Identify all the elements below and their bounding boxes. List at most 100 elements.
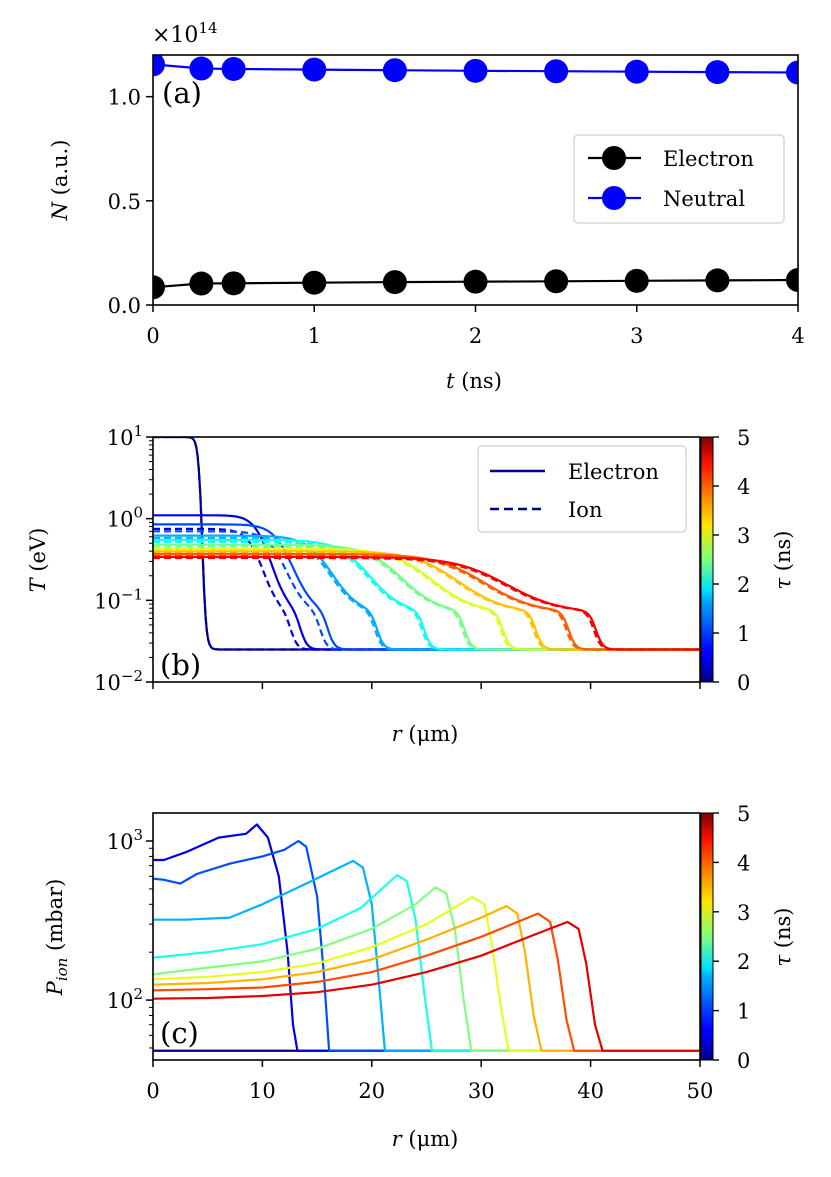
series-pressure-tau-1.5 — [153, 859, 700, 1052]
colorbar-tick-label: 2 — [737, 950, 750, 974]
legend-electron-label: Electron — [568, 460, 659, 484]
panel-b-colorbar-label: τ (ns) — [771, 531, 795, 590]
x-tick-label: 2 — [469, 324, 482, 348]
x-tick-label: 40 — [577, 1079, 604, 1103]
data-point-neutral — [624, 59, 649, 84]
panel-b-ticks: 101 100 10−1 10−2 — [94, 422, 701, 695]
data-point-neutral — [189, 56, 214, 81]
colorbar-tick-label: 1 — [737, 1000, 750, 1024]
series-pressure-tau-3.5 — [153, 904, 700, 1052]
y-tick-label: 0.5 — [108, 190, 141, 214]
series-pressure-tau-4.5 — [153, 920, 700, 1052]
series-line-electron — [153, 278, 798, 289]
colorbar-tick-label: 5 — [737, 802, 750, 826]
data-point-electron — [221, 271, 246, 296]
panel-c-ylabel: Pion (mbar) — [43, 879, 71, 997]
colorbar-tick-label: 0 — [737, 671, 750, 695]
colorbar-tick-label: 2 — [737, 573, 750, 597]
colorbar-tick-label: 5 — [737, 426, 750, 450]
panel-a-xlabel: t (ns) — [446, 369, 502, 393]
panel-c-xlabel: r (μm) — [392, 1127, 459, 1151]
series-ion-tau-4.5 — [153, 556, 700, 651]
panel-a-ticks: 0 1 2 3 4 0.0 0.5 1.0 — [108, 86, 805, 348]
panel-a-plot-area — [153, 55, 798, 300]
panel-a-offset-text: ×1014 — [152, 19, 218, 48]
panel-b: 101 100 10−1 10−2 (b) r (μm) T (eV) Electro… — [26, 422, 795, 746]
panel-a: 0 1 2 3 4 0.0 0.5 1.0 ×1014 (a) t (ns) N (a.u.)… — [48, 19, 805, 393]
panel-c-colorbar-label: τ (ns) — [771, 908, 795, 967]
panel-b-legend: Electron Ion — [477, 445, 687, 533]
legend-electron-marker — [602, 146, 626, 170]
panel-b-label: (b) — [160, 648, 201, 682]
x-tick-label: 3 — [630, 324, 643, 348]
x-tick-label: 4 — [791, 324, 804, 348]
colorbar-tick-label: 0 — [737, 1049, 750, 1073]
data-point-neutral — [221, 56, 246, 81]
x-tick-label: 10 — [249, 1079, 276, 1103]
y-tick-label: 100 — [107, 504, 143, 532]
panel-b-ylabel: T (eV) — [26, 528, 50, 593]
data-point-neutral — [786, 60, 798, 85]
data-point-neutral — [705, 60, 730, 85]
panel-c-frame — [152, 812, 701, 1061]
y-tick-label: 1.0 — [108, 86, 141, 110]
legend-ion-label: Ion — [568, 498, 602, 522]
legend-electron-label: Electron — [663, 147, 754, 171]
y-tick-label: 10−2 — [94, 667, 143, 695]
x-tick-label: 0 — [146, 324, 159, 348]
panel-b-colorbar-ticks: 0 1 2 3 4 5 — [713, 426, 750, 695]
data-point-electron — [382, 270, 407, 295]
panel-c-ticks: 0 10 20 30 40 50 103 102 — [107, 826, 714, 1103]
series-electron-tau-1 — [153, 523, 700, 651]
x-tick-label: 50 — [687, 1079, 714, 1103]
colorbar-tick-label: 4 — [737, 851, 750, 875]
data-point-electron — [189, 271, 214, 296]
colorbar-tick-label: 3 — [737, 524, 750, 548]
colorbar-tick-label: 3 — [737, 901, 750, 925]
panel-b-plot-area — [153, 437, 700, 651]
y-tick-label: 102 — [107, 985, 143, 1013]
data-point-neutral — [544, 59, 569, 84]
data-point-electron — [705, 268, 730, 293]
data-point-neutral — [382, 58, 407, 83]
data-point-neutral — [463, 58, 488, 83]
x-tick-label: 0 — [146, 1079, 159, 1103]
data-point-electron — [786, 268, 798, 292]
panel-c-label: (c) — [160, 1016, 199, 1050]
panel-c-plot-area — [153, 823, 700, 1052]
y-tick-label: 0.0 — [108, 294, 141, 318]
data-point-electron — [624, 268, 649, 293]
data-point-electron — [463, 269, 488, 294]
series-pressure-tau-0.5 — [153, 823, 700, 1052]
data-point-electron — [544, 269, 569, 294]
series-line-neutral — [153, 63, 798, 74]
series-pressure-tau-2.5 — [153, 886, 700, 1052]
panel-b-frame — [152, 436, 701, 683]
series-pressure-tau-3 — [153, 895, 700, 1052]
legend-neutral-label: Neutral — [663, 187, 745, 211]
data-point-electron — [302, 270, 327, 295]
panel-a-legend: Electron Neutral — [573, 134, 785, 224]
panel-c-colorbar — [700, 812, 714, 1061]
data-point-neutral — [153, 55, 165, 77]
series-ion-tau-3 — [153, 548, 700, 651]
series-pressure-tau-2 — [153, 874, 700, 1052]
panel-a-label: (a) — [162, 76, 202, 110]
data-point-electron — [153, 275, 165, 300]
panel-b-xlabel: r (μm) — [392, 722, 459, 746]
data-point-neutral — [302, 57, 327, 82]
legend-neutral-marker — [602, 186, 626, 210]
x-tick-label: 30 — [468, 1079, 495, 1103]
panel-b-colorbar — [700, 436, 714, 683]
colorbar-tick-label: 1 — [737, 622, 750, 646]
series-pressure-tau-1 — [153, 839, 700, 1052]
panel-c-colorbar-ticks: 0 1 2 3 4 5 — [713, 802, 750, 1073]
y-tick-label: 101 — [107, 422, 143, 450]
panel-a-ylabel: N (a.u.) — [48, 140, 72, 222]
y-tick-label: 10−1 — [94, 585, 143, 613]
x-tick-label: 20 — [358, 1079, 385, 1103]
x-tick-label: 1 — [308, 324, 321, 348]
y-tick-label: 103 — [107, 826, 143, 854]
